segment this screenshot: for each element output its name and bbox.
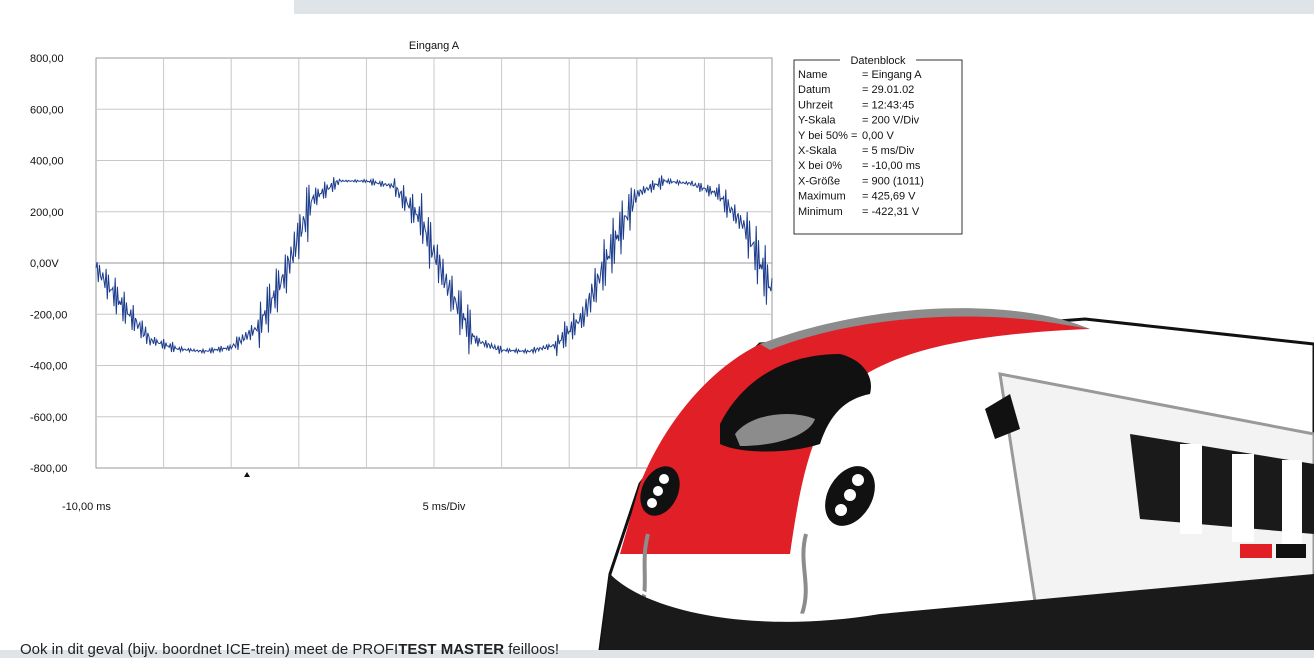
y-tick-label: 0,00V (30, 258, 59, 270)
oscilloscope-chart: Eingang A 800,00 600,00 400,00 200,00 0,00V -… (30, 40, 963, 513)
y-tick-label: 400,00 (30, 156, 64, 168)
train-skirt (600, 574, 1314, 650)
series-line (95, 175, 773, 357)
train-illustration (598, 308, 1314, 650)
datenblock-row-label: Minimum (798, 206, 843, 218)
datenblock-row-value: = 200 V/Div (862, 115, 920, 127)
datenblock-row-value: = 425,69 V (862, 191, 916, 203)
datenblock-row-value: = 5 ms/Div (862, 145, 915, 157)
train-window-divider (1232, 454, 1254, 542)
train-logo-bars (1276, 544, 1306, 558)
y-tick-label: 600,00 (30, 104, 64, 116)
train-windshield-reflection (735, 414, 815, 446)
train-headlights-left (640, 466, 680, 516)
datenblock-row-value: = 12:43:45 (862, 99, 914, 111)
datenblock-row-label: X bei 0% (798, 160, 842, 172)
datenblock-row-label: Y bei 50% = (798, 130, 857, 142)
datenblock-row-value: = -10,00 ms (862, 160, 921, 172)
top-strip-tab (0, 0, 294, 14)
top-strip (0, 0, 1314, 14)
y-tick-label: 200,00 (30, 207, 64, 219)
datenblock-row-label: Datum (798, 84, 830, 96)
x-axis-label: 5 ms/Div (423, 501, 466, 513)
train-window-divider (1282, 460, 1302, 546)
train-window-divider (1180, 444, 1202, 534)
trigger-marker-icon (244, 472, 250, 477)
datenblock-row-label: X-Skala (798, 145, 837, 157)
train-window-band (1130, 434, 1314, 534)
datenblock-row-label: Name (798, 69, 827, 81)
y-tick-label: 800,00 (30, 53, 64, 65)
datenblock-row-value: = 900 (1011) (862, 175, 924, 187)
train-nose-red (620, 311, 1090, 554)
datenblock-row-label: X-Größe (798, 175, 840, 187)
datenblock-row-value: = 29.01.02 (862, 84, 914, 96)
y-tick-labels: 800,00 600,00 400,00 200,00 0,00V -200,00 -400… (30, 53, 67, 475)
y-tick-label: -800,00 (30, 463, 67, 475)
datenblock-box: Datenblock Name = Eingang A Datum = 29.01.0… (793, 54, 963, 235)
content-panel: Eingang A 800,00 600,00 400,00 200,00 0,00V -… (0, 14, 1314, 658)
y-tick-label: -400,00 (30, 361, 67, 373)
datenblock-rows: Name = Eingang A Datum = 29.01.02 Uhrzeit = 1… (798, 69, 924, 218)
datenblock-title: Datenblock (850, 55, 906, 67)
chart-title: Eingang A (409, 40, 460, 52)
datenblock-row-value: = -422,31 V (862, 206, 920, 218)
train-skirt-highlight (619, 577, 876, 618)
datenblock-row-label: Y-Skala (798, 115, 836, 127)
datenblock-row-value: 0,00 V (862, 130, 894, 142)
train-cab-window (985, 394, 1020, 439)
train-headlights-right (825, 466, 875, 526)
y-tick-label: -600,00 (30, 412, 67, 424)
train-red-logo (1240, 544, 1272, 558)
datenblock-row-label: Maximum (798, 191, 846, 203)
train-roof-stripe (760, 308, 1090, 350)
y-tick-label: -200,00 (30, 309, 67, 321)
datenblock-row-label: Uhrzeit (798, 99, 833, 111)
train-wiper-right (800, 533, 808, 615)
chart-grid (95, 57, 773, 469)
datenblock-row-value: = Eingang A (862, 69, 922, 81)
x-start-label: -10,00 ms (62, 501, 111, 513)
